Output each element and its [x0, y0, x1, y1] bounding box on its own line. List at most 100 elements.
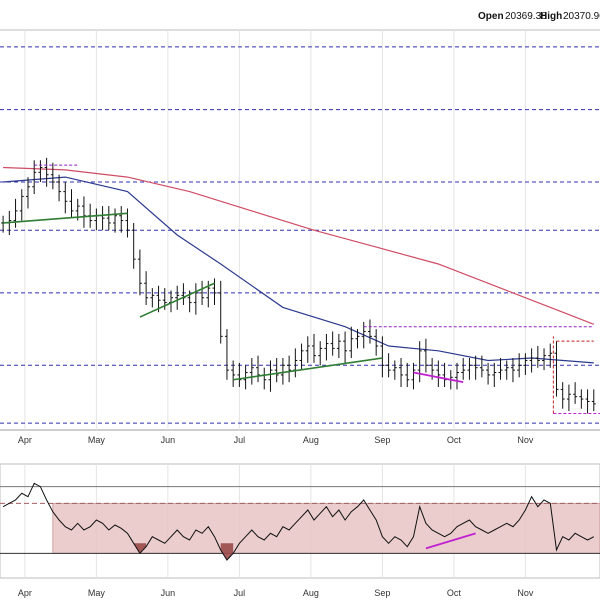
ohlc-bar: [63, 181, 68, 214]
ohlc-bar: [181, 283, 186, 305]
rsi-oversold-fill: [133, 543, 147, 554]
ohlc-bar: [355, 329, 360, 349]
trendline-support-1: [139, 282, 215, 318]
ohlc-bar: [486, 362, 491, 385]
ohlc-bar: [113, 208, 118, 233]
ohlc-bar: [330, 331, 335, 356]
ohlc-bar: [237, 362, 242, 387]
ohlc-bar: [311, 333, 316, 363]
price-panel: [0, 29, 600, 431]
ohlc-bar: [473, 355, 478, 380]
price-x-tick-label: Aug: [303, 435, 319, 445]
rsi-oversold-fill: [220, 543, 234, 560]
ohlc-bar: [336, 333, 341, 359]
ohlc-bar: [131, 222, 136, 269]
ohlc-bar: [510, 358, 515, 383]
ohlc-bar: [280, 358, 285, 385]
rsi-x-tick-label: Apr: [18, 588, 32, 598]
ohlc-bar: [504, 360, 509, 380]
trendline-support-0: [3, 212, 128, 224]
ohlc-bar: [69, 189, 74, 219]
ohlc-bar: [548, 343, 553, 368]
ohlc-bar: [100, 206, 105, 231]
ohlc-bar: [193, 283, 198, 315]
ohlc-bar: [81, 196, 86, 228]
rsi-x-tick-label: Oct: [447, 588, 462, 598]
ohlc-bar: [231, 360, 236, 387]
ohlc-bar: [318, 341, 323, 366]
ohlc-bar: [44, 157, 49, 187]
rsi-x-tick-label: May: [88, 588, 106, 598]
ohlc-bar: [554, 341, 559, 397]
rsi-divergence-line: [425, 532, 476, 550]
price-x-tick-label: Sep: [374, 435, 390, 445]
ohlc-bar: [392, 360, 397, 380]
price-x-tick-label: Apr: [18, 435, 32, 445]
ohlc-bar: [405, 362, 410, 387]
ohlc-bar: [256, 355, 261, 383]
ohlc-bar: [106, 206, 111, 231]
ohlc-bar: [442, 362, 447, 387]
ohlc-bar: [218, 280, 223, 344]
ohlc-bar: [591, 389, 596, 412]
rsi-x-tick-label: Sep: [374, 588, 390, 598]
ohlc-bar: [19, 189, 24, 221]
ohlc-bar: [144, 271, 149, 305]
ohlc-bar: [119, 206, 124, 233]
ohlc-bar: [299, 343, 304, 371]
ohlc-readout: Open 20369.38 High 20370.96: [478, 11, 600, 22]
price-x-tick-label: Jun: [161, 435, 176, 445]
ohlc-bar: [367, 319, 372, 344]
ohlc-bar: [399, 358, 404, 387]
rsi-panel: [0, 463, 600, 579]
ohlc-bar: [374, 329, 379, 356]
ohlc-bar: [137, 249, 142, 296]
ohlc-bar: [542, 348, 547, 371]
rsi-x-tick-label: Jun: [161, 588, 176, 598]
high-label: High: [540, 11, 562, 22]
rsi-x-axis: Apr May Jun Jul Aug Sep Oct Nov: [18, 588, 534, 598]
ohlc-bar: [560, 382, 565, 409]
ohlc-bar: [268, 360, 273, 392]
high-value: 20370.96: [563, 11, 600, 22]
ohlc-bar: [461, 358, 466, 380]
rsi-x-tick-label: Jul: [234, 588, 246, 598]
ohlc-bar: [224, 329, 229, 380]
ohlc-bar: [287, 355, 292, 383]
price-x-tick-label: Jul: [234, 435, 246, 445]
ohlc-bar: [200, 280, 205, 305]
ohlc-bar: [94, 208, 99, 231]
rsi-x-tick-label: Aug: [303, 588, 319, 598]
ohlc-bar: [523, 353, 528, 375]
moving-average-short: [3, 176, 594, 364]
ohlc-bar: [349, 326, 354, 359]
ohlc-bar: [274, 358, 279, 383]
ohlc-bar: [423, 338, 428, 373]
ohlc-bar: [517, 353, 522, 378]
ohlc-bar: [573, 382, 578, 404]
price-x-tick-label: Oct: [447, 435, 462, 445]
open-label: Open: [478, 11, 504, 22]
trendline-support-2: [233, 357, 383, 381]
price-x-tick-label: May: [88, 435, 106, 445]
ohlc-bar: [249, 358, 254, 385]
ohlc-bar: [579, 389, 584, 409]
ohlc-bar: [305, 336, 310, 363]
ohlc-bar: [454, 362, 459, 390]
ohlc-bar: [411, 362, 416, 390]
ohlc-bar: [25, 177, 30, 209]
ohlc-bar: [535, 345, 540, 368]
ohlc-bar: [168, 290, 173, 313]
ohlc-bar: [262, 367, 267, 390]
ohlc-bar: [417, 341, 422, 383]
ohlc-bar: [529, 348, 534, 373]
ohlc-bar: [38, 160, 43, 182]
ohlc-bar: [150, 288, 155, 308]
ohlc-bar: [57, 174, 62, 202]
ohlc-bar: [479, 355, 484, 378]
ohlc-bar: [293, 348, 298, 378]
trendline-divergence-3: [413, 371, 464, 384]
ohlc-bar: [585, 389, 590, 414]
